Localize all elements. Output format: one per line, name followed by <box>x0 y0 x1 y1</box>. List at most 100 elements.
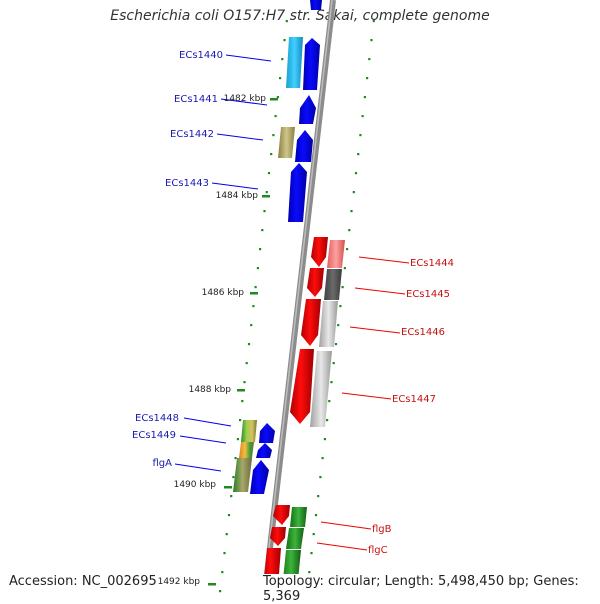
scale-tick-mark <box>208 583 216 586</box>
gc-dot <box>241 400 244 403</box>
leader-line <box>216 133 264 141</box>
gene-arrow-ecs1445[interactable] <box>307 268 324 297</box>
gene-label-ecs1445[interactable]: ECs1445 <box>406 289 450 300</box>
gc-dot <box>337 324 340 327</box>
label-leader-lines <box>174 54 410 551</box>
gc-dot <box>221 571 224 574</box>
leader-line <box>316 542 368 551</box>
gene-arrow-top[interactable] <box>310 0 322 10</box>
gc-dot <box>319 476 322 479</box>
scale-tick-mark <box>250 292 258 295</box>
gc-dot <box>354 172 358 175</box>
gc-dot <box>247 343 251 346</box>
gc-dot <box>219 590 222 593</box>
gene-arrow-flgb[interactable] <box>273 505 290 525</box>
gc-dot <box>328 400 331 403</box>
category-block <box>241 420 257 442</box>
leader-line <box>358 256 410 264</box>
category-block <box>286 528 304 549</box>
scale-label: 1492 kbp <box>158 577 201 587</box>
gc-dot <box>225 533 228 536</box>
gc-dot <box>230 495 233 498</box>
gene-arrow-ecs1449[interactable] <box>256 443 272 458</box>
gene-label-ecs1441[interactable]: ECs1441 <box>174 94 218 105</box>
gene-arrow-ecs1448[interactable] <box>259 423 275 443</box>
gc-dot <box>361 115 364 118</box>
gc-dot <box>312 533 315 536</box>
gene-label-ecs1448[interactable]: ECs1448 <box>135 413 179 424</box>
gc-dot <box>368 58 371 61</box>
gene-label-flgc[interactable]: flgC <box>368 545 388 556</box>
gene-arrow-ecs1443[interactable] <box>288 163 307 222</box>
leader-line <box>354 287 406 295</box>
gc-dot <box>366 77 369 80</box>
category-block <box>278 127 295 158</box>
genome-backbone <box>261 0 336 600</box>
gene-arrow-ecs1440[interactable] <box>303 38 320 90</box>
gc-dot <box>272 134 275 137</box>
leader-line <box>220 98 268 106</box>
gc-dot <box>223 552 226 555</box>
gene-label-ecs1440[interactable]: ECs1440 <box>179 50 223 61</box>
gene-arrow-ecs1446[interactable] <box>301 299 321 346</box>
leader-line <box>320 521 372 530</box>
gene-arrow-ecs1447[interactable] <box>290 349 314 424</box>
gc-dot <box>330 381 333 384</box>
gc-dot <box>326 419 329 422</box>
gc-dot <box>243 381 246 384</box>
category-block <box>233 458 252 492</box>
category-block <box>324 269 342 300</box>
gc-dot <box>370 39 373 42</box>
gc-dot <box>267 172 271 175</box>
gc-dot <box>256 267 259 270</box>
gc-dot <box>323 438 326 441</box>
gene-label-ecs1447[interactable]: ECs1447 <box>392 394 436 405</box>
gc-dot <box>341 286 344 289</box>
gene-label-ecs1443[interactable]: ECs1443 <box>165 178 209 189</box>
gc-dot <box>270 153 273 156</box>
gc-dot <box>279 77 282 80</box>
gc-dot <box>308 571 311 574</box>
gene-label-ecs1444[interactable]: ECs1444 <box>410 258 454 269</box>
gc-dot <box>281 58 284 61</box>
gc-dot <box>314 514 318 517</box>
gene-arrow-ecs1444[interactable] <box>311 237 328 267</box>
gene-label-ecs1446[interactable]: ECs1446 <box>401 327 445 338</box>
scale-label: 1484 kbp <box>216 191 259 201</box>
leader-line <box>183 417 232 427</box>
scale-label: 1488 kbp <box>189 385 232 395</box>
gc-dot <box>239 419 242 422</box>
gene-label-flgb[interactable]: flgB <box>372 524 392 535</box>
gc-dot <box>245 362 248 365</box>
gc-dot <box>254 286 257 289</box>
gc-dot <box>343 267 346 270</box>
gc-dot <box>357 153 360 156</box>
gene-label-flga[interactable]: flgA <box>153 458 173 469</box>
gc-dot <box>285 20 288 23</box>
leader-line <box>349 326 401 334</box>
gc-dot <box>317 495 320 498</box>
gene-label-ecs1442[interactable]: ECs1442 <box>170 129 214 140</box>
gc-dot <box>348 229 351 232</box>
gc-dot <box>350 210 353 213</box>
gc-dot <box>227 514 231 517</box>
leader-line <box>341 392 392 400</box>
gc-content-track <box>219 20 375 593</box>
gene-arrow-flga[interactable] <box>250 460 269 494</box>
gc-dot <box>352 191 355 194</box>
gc-dot <box>265 191 268 194</box>
category-block <box>239 442 254 458</box>
gc-dot <box>332 362 335 365</box>
gc-dot <box>283 39 286 42</box>
gc-dot <box>346 248 349 251</box>
gc-dot <box>232 476 235 479</box>
gene-label-ecs1449[interactable]: ECs1449 <box>132 430 176 441</box>
gene-arrow-ecs1441[interactable] <box>299 95 316 124</box>
gene-arrow-flgc[interactable] <box>270 527 286 546</box>
gc-dot <box>363 96 366 99</box>
gc-dot <box>263 210 266 213</box>
gc-dot <box>250 324 253 327</box>
scale-tick-mark <box>270 98 278 101</box>
gene-arrow-ecs1442[interactable] <box>295 130 313 162</box>
